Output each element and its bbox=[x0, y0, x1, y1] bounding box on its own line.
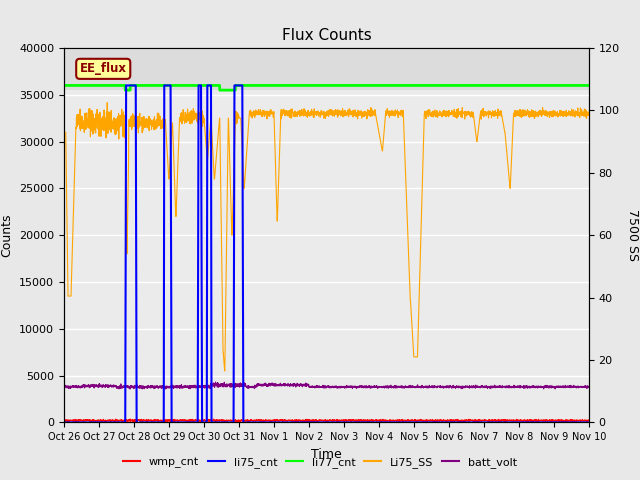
Title: Flux Counts: Flux Counts bbox=[282, 28, 371, 43]
Y-axis label: Counts: Counts bbox=[1, 214, 13, 257]
X-axis label: Time: Time bbox=[311, 448, 342, 461]
Legend: wmp_cnt, li75_cnt, li77_cnt, Li75_SS, batt_volt: wmp_cnt, li75_cnt, li77_cnt, Li75_SS, ba… bbox=[119, 452, 521, 472]
Text: EE_flux: EE_flux bbox=[80, 62, 127, 75]
Y-axis label: 7500 SS: 7500 SS bbox=[626, 209, 639, 261]
Bar bbox=[64, 48, 589, 90]
